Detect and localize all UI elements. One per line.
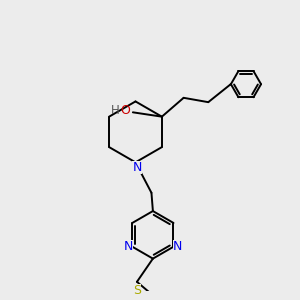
Text: N: N xyxy=(173,240,182,253)
Text: H: H xyxy=(110,104,119,117)
Text: N: N xyxy=(123,240,133,253)
Text: O: O xyxy=(121,104,130,117)
Text: N: N xyxy=(132,161,142,174)
Text: S: S xyxy=(133,284,141,297)
